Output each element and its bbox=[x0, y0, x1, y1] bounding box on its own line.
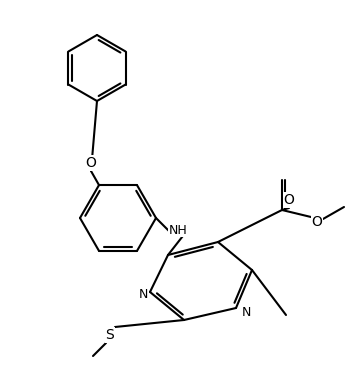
Text: N: N bbox=[241, 307, 251, 319]
Text: O: O bbox=[86, 156, 96, 170]
Text: S: S bbox=[105, 328, 114, 342]
Text: N: N bbox=[138, 289, 148, 301]
Text: NH: NH bbox=[169, 223, 187, 237]
Text: O: O bbox=[284, 193, 295, 207]
Text: O: O bbox=[312, 215, 322, 229]
